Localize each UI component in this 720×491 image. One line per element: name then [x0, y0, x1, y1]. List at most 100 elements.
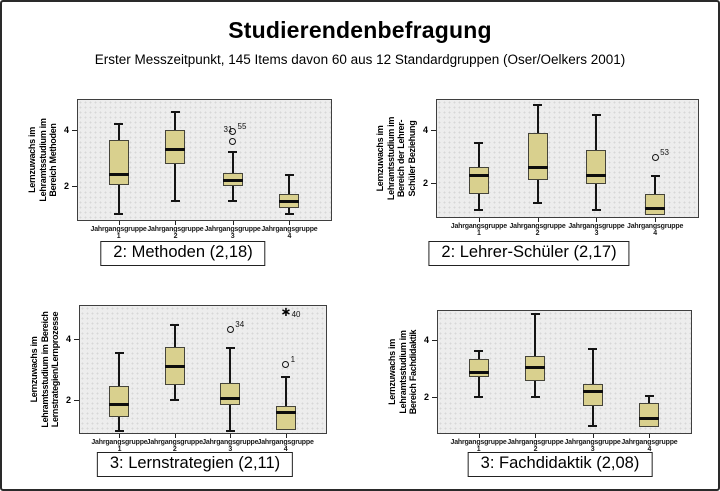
lower-whisker	[117, 184, 120, 214]
median-line	[586, 173, 607, 177]
lower-whisker	[536, 180, 539, 203]
lower-whisker-cap	[591, 208, 601, 211]
x-tick-mark	[119, 434, 121, 438]
x-category-label: Jahrgangsgruppe	[450, 439, 507, 446]
y-tick-mark	[432, 396, 437, 398]
x-tick-mark	[232, 221, 234, 225]
lower-whisker-cap	[114, 213, 124, 215]
lower-whisker-cap	[533, 201, 543, 204]
median-line	[108, 173, 129, 177]
lower-whisker-cap	[170, 200, 180, 203]
iqr-box	[639, 402, 660, 427]
lower-whisker	[477, 193, 480, 210]
x-tick-mark	[649, 434, 651, 438]
upper-whisker-cap	[533, 103, 543, 106]
x-tick-mark	[175, 221, 177, 225]
panel-caption: 3: Fachdidaktik (2,08)	[467, 452, 653, 477]
lower-whisker-cap	[228, 200, 238, 203]
x-tick-mark	[478, 434, 480, 438]
iqr-box	[582, 384, 603, 406]
x-category-number: 2	[172, 446, 177, 453]
panel-caption: 2: Lehrer-Schüler (2,17)	[428, 241, 630, 266]
iqr-box	[468, 167, 489, 194]
median-line	[468, 371, 489, 375]
upper-whisker-cap	[114, 123, 124, 126]
upper-whisker-cap	[284, 173, 294, 176]
x-category-number: 1	[116, 233, 121, 240]
outlier-marker	[226, 326, 234, 334]
median-line	[639, 416, 660, 420]
x-category-number: 3	[228, 446, 233, 453]
x-category-label: Jahrgangsgruppe	[147, 226, 204, 233]
upper-whisker-cap	[170, 324, 180, 327]
upper-whisker-cap	[644, 394, 654, 397]
y-tick-label: 2	[422, 178, 428, 188]
iqr-box	[586, 149, 607, 185]
x-category-label: Jahrgangsgruppe	[564, 439, 621, 446]
x-category-number: 4	[647, 446, 652, 453]
y-tick-label: 4	[422, 125, 428, 135]
lower-whisker	[118, 416, 121, 431]
upper-whisker	[648, 395, 651, 403]
median-line	[645, 206, 666, 210]
y-axis-label: Lernzuwachs im Lehramtsstudium im Bereic…	[375, 116, 417, 201]
y-tick-mark	[74, 399, 79, 401]
x-category-label: Jahrgangsgruppe	[202, 439, 259, 446]
lower-whisker-cap	[588, 424, 598, 427]
iqr-box	[220, 383, 241, 405]
x-tick-mark	[118, 221, 120, 225]
upper-whisker-cap	[588, 347, 598, 350]
x-category-number: 1	[477, 230, 481, 237]
upper-whisker	[536, 104, 539, 133]
x-category-label: Jahrgangsgruppe	[204, 226, 261, 233]
y-tick-mark	[431, 182, 436, 184]
median-line	[109, 403, 130, 407]
iqr-box	[108, 139, 129, 185]
upper-whisker	[231, 152, 234, 174]
x-category-number: 3	[594, 230, 599, 237]
outlier-marker	[229, 128, 237, 136]
y-axis-label: Lernzuwachs im Lehramtsstudium im Bereic…	[28, 311, 60, 428]
x-category-label: Jahrgangsgruppe	[261, 226, 318, 233]
upper-whisker	[595, 115, 598, 150]
y-tick-label: 4	[423, 335, 429, 345]
lower-whisker	[229, 404, 232, 431]
upper-whisker-cap	[281, 376, 291, 379]
x-tick-mark	[289, 221, 291, 225]
median-line	[220, 396, 241, 400]
outlier-marker	[229, 137, 237, 145]
y-tick-mark	[72, 185, 77, 187]
lower-whisker	[174, 163, 177, 202]
median-line	[582, 389, 603, 393]
upper-whisker	[173, 325, 176, 347]
x-category-number: 1	[476, 446, 481, 453]
upper-whisker	[284, 377, 287, 407]
x-category-label: Jahrgangsgruppe	[91, 439, 148, 446]
outlier-label: 31	[223, 125, 233, 135]
iqr-box	[645, 193, 666, 215]
outlier-label: 1	[290, 354, 296, 364]
lower-whisker-cap	[170, 399, 180, 401]
iqr-box	[527, 132, 548, 181]
x-category-label: Jahrgangsgruppe	[507, 439, 564, 446]
iqr-box	[165, 130, 186, 164]
upper-whisker-cap	[170, 110, 180, 113]
median-line	[275, 410, 296, 414]
median-line	[525, 365, 546, 369]
panel-caption: 2: Methoden (2,18)	[100, 241, 266, 266]
x-tick-mark	[596, 218, 598, 222]
lower-whisker-cap	[530, 396, 540, 398]
upper-whisker-cap	[530, 313, 540, 316]
upper-whisker	[174, 111, 177, 130]
lower-whisker	[591, 405, 594, 426]
x-category-number: 3	[590, 446, 595, 453]
lower-whisker-cap	[284, 213, 294, 215]
upper-whisker	[591, 348, 594, 385]
panel-caption: 3: Lernstrategien (2,11)	[96, 452, 294, 477]
upper-whisker	[229, 348, 232, 384]
upper-whisker-cap	[474, 350, 484, 353]
y-tick-mark	[431, 129, 436, 131]
x-category-label: Jahrgangsgruppe	[450, 223, 507, 230]
lower-whisker-cap	[114, 429, 124, 432]
